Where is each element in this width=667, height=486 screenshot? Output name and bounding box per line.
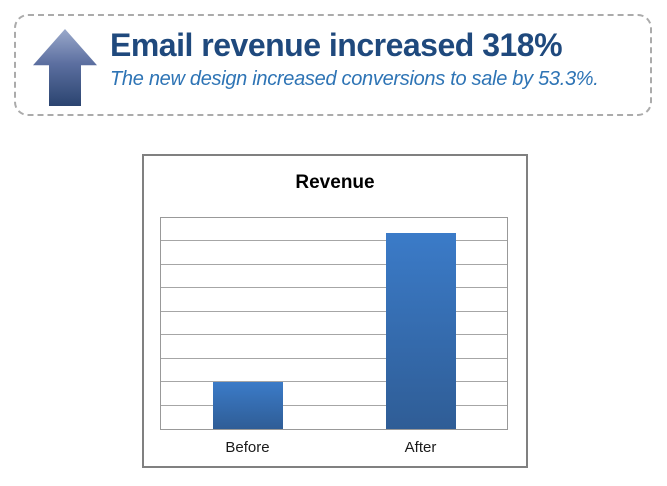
gridline: [161, 381, 507, 383]
x-axis-labels: Before After: [160, 439, 508, 461]
banner-text: Email revenue increased 318% The new des…: [110, 27, 640, 91]
gridline: [161, 357, 507, 359]
gridline: [161, 334, 507, 336]
headline-banner: Email revenue increased 318% The new des…: [14, 14, 652, 116]
revenue-bar-chart: Revenue Before After: [142, 154, 528, 468]
bar-before: [212, 382, 283, 429]
gridline: [161, 404, 507, 406]
gridline: [161, 310, 507, 312]
x-axis-label-before: Before: [225, 439, 270, 456]
banner-title: Email revenue increased 318%: [110, 27, 563, 63]
x-axis-label-after: After: [404, 439, 437, 456]
plot-area: [160, 217, 508, 430]
gridline: [161, 263, 507, 265]
bar-after: [385, 233, 456, 429]
banner-subtitle: The new design increased conversions to …: [110, 68, 599, 91]
gridline: [161, 240, 507, 242]
chart-title: Revenue: [295, 172, 375, 193]
gridline: [161, 287, 507, 289]
up-arrow-icon: [33, 29, 97, 106]
